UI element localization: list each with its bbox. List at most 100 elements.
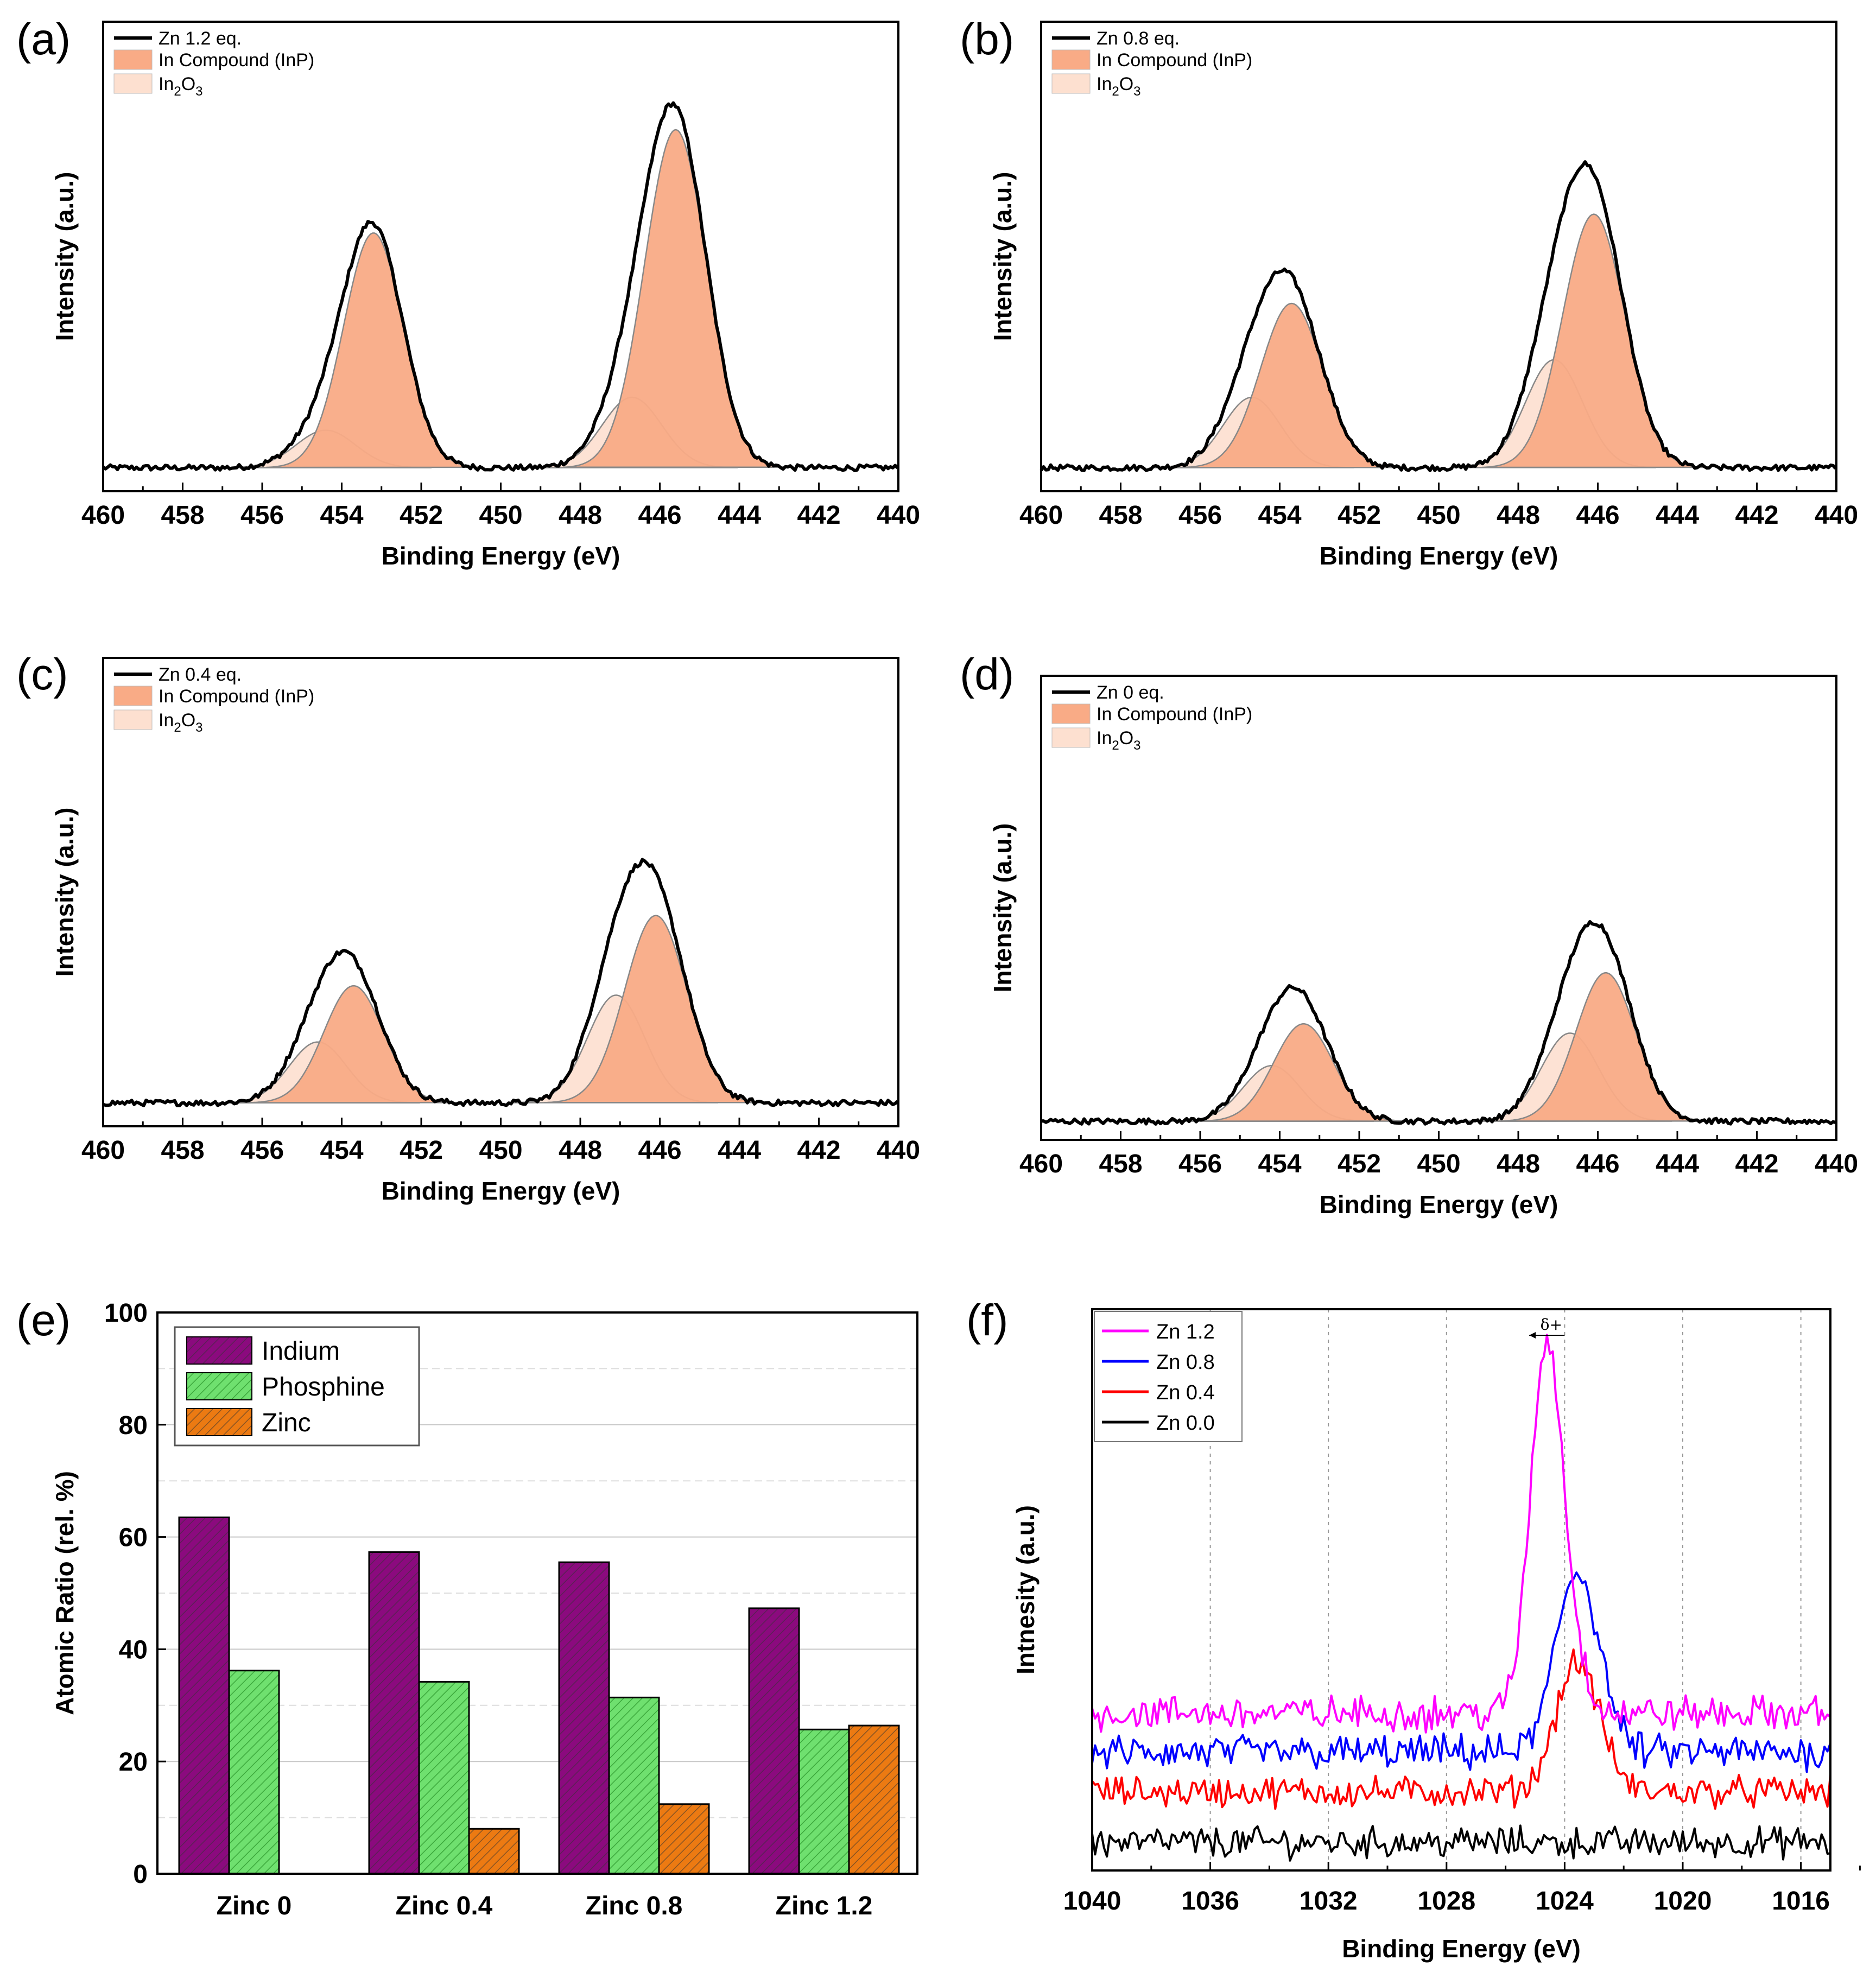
panel-b-legend-label-in2o3: In2O3 bbox=[1097, 74, 1141, 99]
panel-a-x-tick-label: 456 bbox=[240, 501, 284, 530]
panel-c-label: (c) bbox=[16, 650, 68, 699]
panel-c-legend-label-series: Zn 0.4 eq. bbox=[159, 664, 242, 685]
panel-d-x-tick-label: 440 bbox=[1815, 1150, 1858, 1178]
panel-d-x-tick-label: 460 bbox=[1019, 1150, 1063, 1178]
panel-c-x-tick-label: 440 bbox=[877, 1136, 920, 1165]
panel-b-x-tick-label: 444 bbox=[1656, 501, 1699, 530]
panel-f-plot-frame bbox=[1091, 1308, 1831, 1872]
bar-phosphine-zinc-1-2 bbox=[798, 1728, 850, 1875]
panel-f-shift-arrowhead bbox=[1529, 1332, 1536, 1339]
panel-d-y-axis-title: Intensity (a.u.) bbox=[988, 823, 1017, 993]
panel-f-x-tick-label: 1016 bbox=[1772, 1887, 1830, 1916]
panel-f-line-zn-0-4 bbox=[1091, 1648, 1831, 1810]
panel-f-label: (f) bbox=[966, 1296, 1008, 1345]
panel-d-x-tick-label: 446 bbox=[1576, 1150, 1619, 1178]
panel-a-legend-label-in2o3: In2O3 bbox=[159, 74, 203, 99]
panel-c-x-tick-label: 454 bbox=[320, 1136, 363, 1165]
panel-f: (f) 1040 1036 1032 1028 1024 1020 1016 Binding … bbox=[966, 1296, 1861, 1963]
panel-e: (e) Zinc 0 Zinc 0.4 Zinc 0.8 Zinc 1.2 0 20 40 6… bbox=[16, 1296, 918, 1920]
panel-e-legend-swatch-zinc bbox=[186, 1408, 252, 1436]
panel-a-x-tick-label: 448 bbox=[559, 501, 602, 530]
panel-e-legend-swatch-phosphine bbox=[186, 1372, 252, 1400]
panel-b-x-axis-title: Binding Energy (eV) bbox=[1320, 542, 1558, 570]
panel-c-x-tick-label: 448 bbox=[559, 1136, 602, 1165]
panel-c-x-tick-label: 458 bbox=[161, 1136, 204, 1165]
panel-f-x-tick-label: 1040 bbox=[1063, 1887, 1121, 1916]
panel-a-plot-frame bbox=[102, 21, 899, 492]
panel-d-plot-frame bbox=[1040, 675, 1837, 1141]
panel-d-x-axis-title: Binding Energy (eV) bbox=[1320, 1190, 1558, 1219]
bar-zinc-zinc-1-2 bbox=[848, 1724, 900, 1875]
panel-f-line-zn-0-0 bbox=[1091, 1824, 1831, 1862]
panel-d-x-tick-label: 458 bbox=[1099, 1150, 1142, 1178]
panel-d-spectrum-line bbox=[1041, 920, 1836, 1126]
panel-f-x-axis-title: Binding Energy (eV) bbox=[1342, 1935, 1581, 1963]
panel-c-x-tick-label: 460 bbox=[81, 1136, 125, 1165]
panel-d-x-tick-label: 444 bbox=[1656, 1150, 1699, 1178]
panel-c-legend-label-inp: In Compound (InP) bbox=[159, 686, 314, 707]
panel-b-x-tick-label: 442 bbox=[1735, 501, 1778, 530]
panel-f-legend-label-2: Zn 0.4 bbox=[1156, 1381, 1215, 1404]
panel-c-plot-frame bbox=[102, 657, 899, 1127]
panel-c-legend-inp-swatch bbox=[113, 686, 153, 706]
panel-e-y-tick-label: 40 bbox=[119, 1635, 148, 1664]
panel-c: (c) 460 458 456 454 452 450 448 446 444 442 440 Bin… bbox=[16, 650, 920, 1205]
panel-b-legend-label-series: Zn 0.8 eq. bbox=[1097, 28, 1180, 49]
panel-a-x-tick-label: 440 bbox=[877, 501, 920, 530]
bar-indium-zinc-0 bbox=[178, 1516, 230, 1875]
panel-e-legend-label-indium: Indium bbox=[262, 1337, 340, 1366]
panel-e-y-tick-label: 20 bbox=[119, 1748, 148, 1777]
panel-f-x-tick-label: 1020 bbox=[1654, 1887, 1712, 1916]
panel-d-x-tick-label: 452 bbox=[1338, 1150, 1381, 1178]
panel-a-x-tick-label: 452 bbox=[400, 501, 443, 530]
panel-c-x-tick-label: 444 bbox=[718, 1136, 761, 1165]
panel-b-x-tick-label: 460 bbox=[1019, 501, 1063, 530]
panel-a-legend-label-inp: In Compound (InP) bbox=[159, 50, 314, 71]
panel-d-x-tick-label: 448 bbox=[1497, 1150, 1540, 1178]
panel-e-x-tick-label: Zinc 0.4 bbox=[396, 1892, 493, 1920]
panel-c-x-tick-label: 442 bbox=[797, 1136, 840, 1165]
panel-e-y-tick-label: 100 bbox=[104, 1299, 148, 1328]
panel-e-x-tick-label: Zinc 1.2 bbox=[776, 1892, 873, 1920]
panel-b: (b) 460 458 456 454 452 450 448 446 444 442 440 Bin… bbox=[960, 15, 1858, 570]
panel-c-inp-peak-1 bbox=[246, 985, 460, 1104]
panel-a-x-tick-label: 458 bbox=[161, 501, 204, 530]
panel-f-legend-label-0: Zn 1.2 bbox=[1156, 1321, 1215, 1343]
panel-e-y-tick-label: 60 bbox=[119, 1524, 148, 1552]
panel-a-x-axis-title: Binding Energy (eV) bbox=[382, 542, 620, 570]
panel-e-y-axis-title: Atomic Ratio (rel. %) bbox=[50, 1471, 79, 1715]
bar-indium-zinc-1-2 bbox=[748, 1607, 800, 1875]
panel-f-legend-box bbox=[1094, 1311, 1243, 1442]
panel-b-x-tick-label: 458 bbox=[1099, 501, 1142, 530]
panel-f-x-tick-label: 1036 bbox=[1181, 1887, 1239, 1916]
bar-indium-zinc-0-8 bbox=[558, 1561, 610, 1875]
panel-e-label: (e) bbox=[16, 1296, 71, 1345]
panel-a-x-tick-label: 444 bbox=[718, 501, 761, 530]
panel-b-y-axis-title: Intensity (a.u.) bbox=[988, 172, 1017, 341]
panel-a-legend-in2o3-swatch bbox=[113, 73, 153, 94]
panel-e-y-tick-label: 0 bbox=[133, 1860, 148, 1889]
panel-d-x-tick-label: 456 bbox=[1178, 1150, 1222, 1178]
panel-c-x-tick-label: 456 bbox=[240, 1136, 284, 1165]
bar-phosphine-zinc-0-4 bbox=[418, 1680, 470, 1875]
panel-d-label: (d) bbox=[960, 650, 1014, 699]
panel-c-y-axis-title: Intensity (a.u.) bbox=[50, 808, 79, 977]
panel-f-annotation: δ+ bbox=[1541, 1316, 1562, 1334]
panel-c-x-tick-label: 450 bbox=[479, 1136, 522, 1165]
panel-f-legend-label-3: Zn 0.0 bbox=[1156, 1412, 1215, 1435]
panel-a: (a) 460 458 456 454 452 450 448 446 444 442 440 Bin… bbox=[16, 15, 920, 570]
panel-b-label: (b) bbox=[960, 15, 1014, 64]
panel-a-label: (a) bbox=[16, 15, 71, 64]
panel-b-legend-label-inp: In Compound (InP) bbox=[1097, 50, 1252, 71]
panel-b-x-tick-label: 456 bbox=[1178, 501, 1222, 530]
panel-b-x-tick-label: 440 bbox=[1815, 501, 1858, 530]
panel-d-legend-in2o3-swatch bbox=[1051, 727, 1091, 748]
panel-a-legend-label-series: Zn 1.2 eq. bbox=[159, 28, 242, 49]
panel-b-x-tick-label: 450 bbox=[1417, 501, 1460, 530]
panel-e-y-tick-label: 80 bbox=[119, 1411, 148, 1440]
panel-d-x-tick-label: 442 bbox=[1735, 1150, 1778, 1178]
panel-a-spectrum-line bbox=[102, 101, 899, 472]
panel-f-line-zn-1-2 bbox=[1091, 1334, 1831, 1734]
panel-f-x-tick-label: 1032 bbox=[1300, 1887, 1358, 1916]
